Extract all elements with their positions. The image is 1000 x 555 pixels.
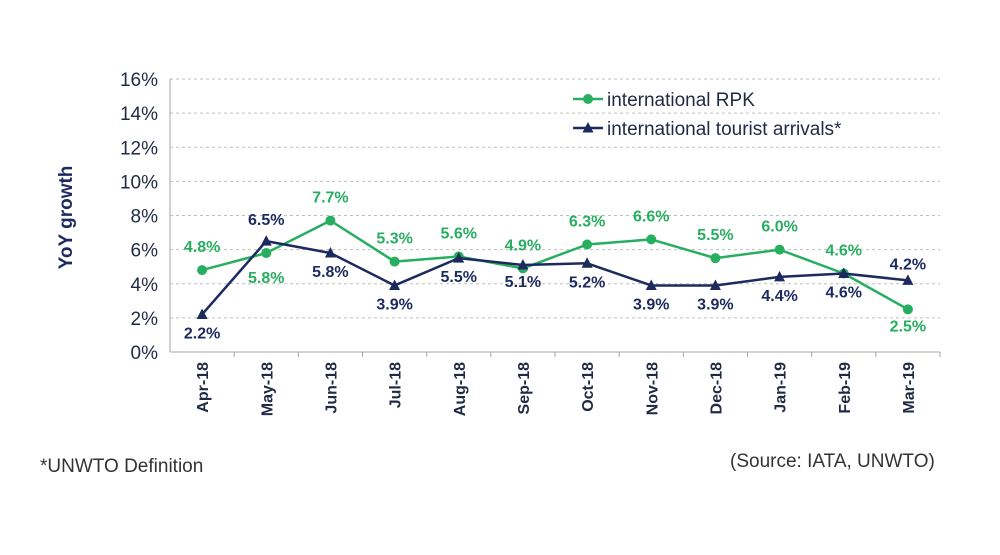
legend-label: international RPK <box>607 90 755 111</box>
y-tick-label: 6% <box>131 241 159 262</box>
x-tick-label: May-18 <box>259 362 276 416</box>
y-tick-label: 16% <box>120 70 158 91</box>
data-label: 5.8% <box>312 264 348 281</box>
source-note: (Source: IATA, UNWTO) <box>730 451 935 472</box>
data-label: 6.6% <box>633 208 669 225</box>
data-label: 5.8% <box>248 270 284 287</box>
series-line <box>201 219 909 311</box>
series-lines <box>196 215 914 319</box>
data-label: 7.7% <box>312 190 348 207</box>
data-label: 4.9% <box>505 237 541 254</box>
data-labels: 4.8% 5.8% 7.7% 5.3% 5.6% 4.9% 6.3% 6.6% 5.5% 6.0%… <box>184 190 926 343</box>
data-point <box>324 247 336 258</box>
data-label: 2.5% <box>890 318 926 335</box>
x-tick-label: Jul-18 <box>388 362 405 408</box>
data-point <box>774 244 785 255</box>
x-tick-label: Mar-19 <box>901 362 918 414</box>
x-tick-label: Apr-18 <box>195 362 212 413</box>
data-point <box>902 304 913 315</box>
legend-label: international tourist arrivals* <box>607 119 842 140</box>
data-label: 5.2% <box>569 274 605 291</box>
y-axis-label: YoY growth <box>56 166 77 270</box>
data-point <box>645 279 657 290</box>
data-label: 5.5% <box>697 227 733 244</box>
x-tick-label: Oct-18 <box>580 362 597 412</box>
data-label: 3.9% <box>697 296 733 313</box>
y-tick-label: 8% <box>131 207 159 228</box>
data-point <box>260 235 272 246</box>
y-tick-label: 0% <box>131 343 159 364</box>
x-tick-label: Aug-18 <box>452 362 469 416</box>
x-tick-label: Feb-19 <box>837 362 854 414</box>
data-point <box>197 265 208 276</box>
data-label: 4.2% <box>890 256 926 273</box>
data-point <box>582 239 593 250</box>
data-point <box>710 253 721 264</box>
legend-marker <box>582 122 594 133</box>
y-axis-ticks: 0% 2% 4% 6% 8% 10% 12% 14% 16% <box>120 70 158 364</box>
data-label: 4.4% <box>761 288 797 305</box>
data-point <box>709 279 721 290</box>
data-label: 6.0% <box>761 219 797 236</box>
data-label: 6.5% <box>248 212 284 229</box>
data-point <box>838 267 850 279</box>
data-label: 5.5% <box>441 269 477 286</box>
legend-marker <box>583 94 593 104</box>
data-point <box>196 308 208 319</box>
data-label: 5.1% <box>505 274 541 291</box>
y-tick-label: 14% <box>120 104 158 125</box>
data-label: 5.6% <box>441 225 477 242</box>
data-point <box>325 215 336 226</box>
data-label: 3.9% <box>633 296 669 313</box>
data-label: 3.9% <box>376 296 412 313</box>
x-tick-label: Nov-18 <box>644 362 661 415</box>
data-point <box>902 274 914 285</box>
data-label: 4.6% <box>826 285 862 302</box>
x-axis-ticks: Apr-18 May-18 Jun-18 Jul-18 Aug-18 Sep-18 Oct-… <box>195 352 941 416</box>
data-point <box>389 279 401 290</box>
data-label: 4.6% <box>826 243 862 260</box>
data-point <box>517 258 529 270</box>
y-tick-label: 2% <box>131 309 159 330</box>
data-point <box>646 234 657 245</box>
series-line <box>201 239 909 316</box>
x-tick-label: Sep-18 <box>516 362 533 415</box>
data-label: 2.2% <box>184 325 220 342</box>
data-point <box>261 248 272 259</box>
gridlines <box>170 78 940 319</box>
data-label: 6.3% <box>569 214 605 231</box>
data-point <box>389 256 400 267</box>
data-point <box>581 257 593 268</box>
x-tick-label: Jun-18 <box>323 362 340 414</box>
y-tick-label: 10% <box>120 172 158 193</box>
data-label: 5.3% <box>376 231 412 248</box>
x-tick-label: Dec-18 <box>708 362 725 415</box>
y-tick-label: 12% <box>120 138 158 159</box>
data-point <box>453 252 465 263</box>
x-tick-label: Jan-19 <box>773 362 790 413</box>
footnote: *UNWTO Definition <box>40 456 204 477</box>
y-tick-label: 4% <box>131 275 159 296</box>
data-point <box>774 270 786 282</box>
legend: international RPK international tourist a… <box>573 90 842 140</box>
data-label: 4.8% <box>184 239 220 256</box>
